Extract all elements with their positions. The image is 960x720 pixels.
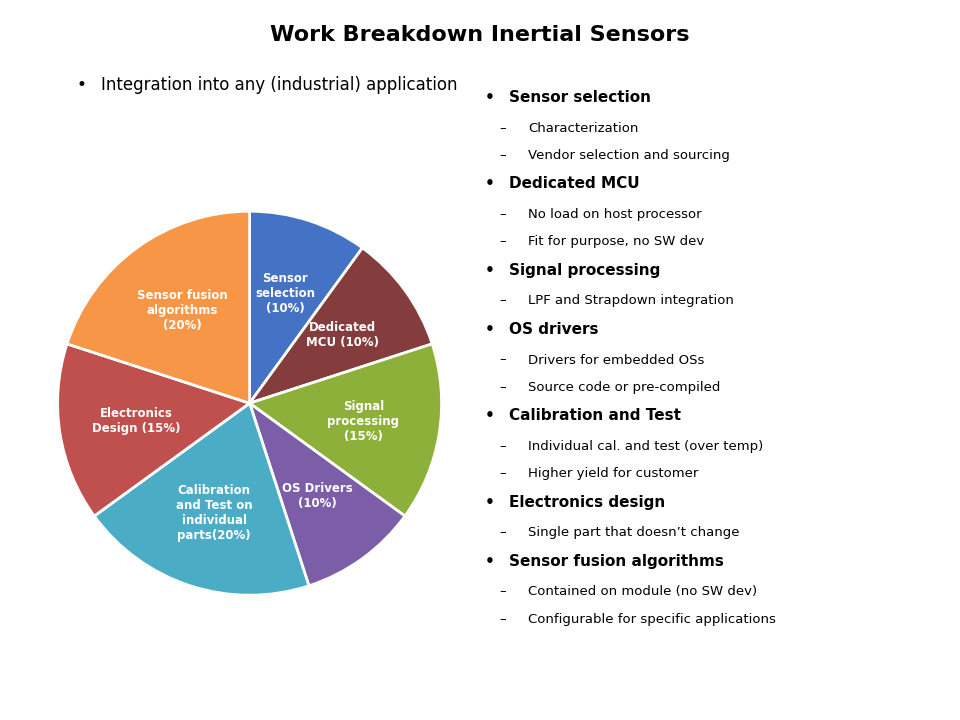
Wedge shape: [250, 211, 363, 403]
Text: –: –: [499, 613, 506, 626]
Text: •: •: [485, 322, 494, 337]
Text: –: –: [499, 235, 506, 248]
Text: –: –: [499, 208, 506, 221]
Wedge shape: [67, 211, 250, 403]
Text: OS drivers: OS drivers: [509, 322, 598, 337]
Text: Work Breakdown Inertial Sensors: Work Breakdown Inertial Sensors: [271, 25, 689, 45]
Text: •: •: [485, 554, 494, 569]
Text: Fit for purpose, no SW dev: Fit for purpose, no SW dev: [528, 235, 705, 248]
Text: –: –: [499, 381, 506, 394]
Text: Signal
processing
(15%): Signal processing (15%): [327, 400, 399, 443]
Text: Sensor selection: Sensor selection: [509, 90, 651, 105]
Text: OS Drivers
(10%): OS Drivers (10%): [282, 482, 352, 510]
Text: –: –: [499, 149, 506, 162]
Text: •: •: [77, 76, 86, 94]
Text: Dedicated
MCU (10%): Dedicated MCU (10%): [306, 322, 379, 349]
Text: –: –: [499, 526, 506, 539]
Text: •: •: [485, 495, 494, 510]
Text: –: –: [499, 122, 506, 135]
Text: Dedicated MCU: Dedicated MCU: [509, 176, 639, 192]
Text: Calibration and Test: Calibration and Test: [509, 408, 681, 423]
Wedge shape: [58, 344, 250, 516]
Text: Sensor fusion algorithms: Sensor fusion algorithms: [509, 554, 724, 569]
Text: Configurable for specific applications: Configurable for specific applications: [528, 613, 776, 626]
Text: Signal processing: Signal processing: [509, 263, 660, 278]
Text: Vendor selection and sourcing: Vendor selection and sourcing: [528, 149, 730, 162]
Text: –: –: [499, 585, 506, 598]
Text: Sensor
selection
(10%): Sensor selection (10%): [255, 272, 315, 315]
Text: Higher yield for customer: Higher yield for customer: [528, 467, 698, 480]
Text: Electronics
Design (15%): Electronics Design (15%): [91, 408, 180, 435]
Text: –: –: [499, 440, 506, 453]
Wedge shape: [250, 344, 442, 516]
Text: Source code or pre-compiled: Source code or pre-compiled: [528, 381, 720, 394]
Text: Contained on module (no SW dev): Contained on module (no SW dev): [528, 585, 757, 598]
Text: Integration into any (industrial) application: Integration into any (industrial) applic…: [101, 76, 457, 94]
Text: Drivers for embedded OSs: Drivers for embedded OSs: [528, 354, 705, 366]
Text: Calibration
and Test on
individual
parts(20%): Calibration and Test on individual parts…: [176, 484, 252, 541]
Text: •: •: [485, 90, 494, 105]
Text: Characterization: Characterization: [528, 122, 638, 135]
Text: No load on host processor: No load on host processor: [528, 208, 702, 221]
Wedge shape: [250, 403, 405, 586]
Wedge shape: [250, 248, 432, 403]
Text: –: –: [499, 354, 506, 366]
Text: •: •: [485, 408, 494, 423]
Text: Electronics design: Electronics design: [509, 495, 665, 510]
Text: –: –: [499, 467, 506, 480]
Text: LPF and Strapdown integration: LPF and Strapdown integration: [528, 294, 733, 307]
Text: Sensor fusion
algorithms
(20%): Sensor fusion algorithms (20%): [136, 289, 228, 331]
Text: Individual cal. and test (over temp): Individual cal. and test (over temp): [528, 440, 763, 453]
Text: –: –: [499, 294, 506, 307]
Text: •: •: [485, 263, 494, 278]
Text: Single part that doesn’t change: Single part that doesn’t change: [528, 526, 739, 539]
Text: •: •: [485, 176, 494, 192]
Wedge shape: [94, 403, 309, 595]
